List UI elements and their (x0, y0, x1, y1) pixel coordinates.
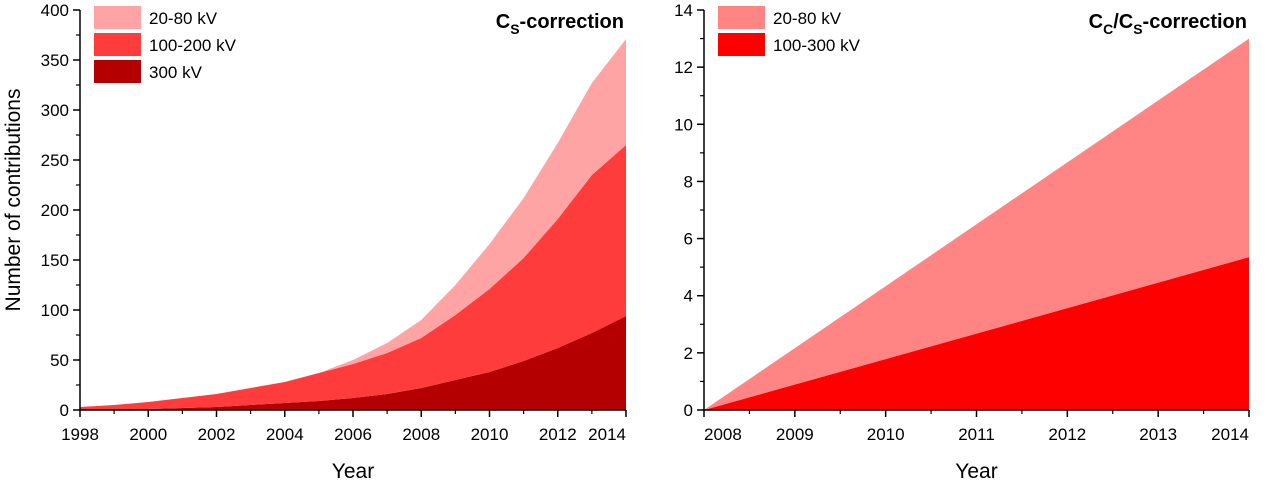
area-series-20-80-kv (80, 39, 626, 407)
legend-swatch (94, 33, 141, 56)
y-tick-label: 14 (674, 1, 693, 20)
x-axis-title: Year (955, 460, 997, 481)
legend-swatch (94, 6, 141, 29)
x-tick-label: 2013 (1139, 425, 1177, 444)
x-tick-label: 2010 (867, 425, 905, 444)
chart-title: CS-correction (496, 11, 624, 37)
y-tick-label: 6 (684, 230, 693, 249)
legend: 20-80 kV 100-200 kV 300 kV (94, 6, 237, 83)
x-tick-label: 2012 (539, 425, 577, 444)
x-tick-label: 2000 (129, 425, 167, 444)
x-tick-label: 2011 (958, 425, 995, 444)
y-tick-label: 400 (41, 1, 69, 20)
legend-label: 300 kV (149, 63, 203, 82)
x-tick-label: 2010 (471, 425, 509, 444)
y-tick-label: 200 (41, 201, 69, 220)
y-tick-label: 50 (50, 351, 69, 370)
legend-label: 100-200 kV (149, 36, 237, 55)
y-tick-label: 8 (684, 172, 693, 191)
legend: 20-80 kV 100-300 kV (718, 6, 861, 56)
y-tick-label: 12 (674, 58, 693, 77)
legend-swatch (94, 60, 141, 83)
area-series-100-200-kv (80, 145, 626, 410)
legend-label: 20-80 kV (149, 9, 218, 28)
area-series-300-kv (80, 316, 626, 410)
x-tick-label: 2008 (402, 425, 440, 444)
y-tick-label: 250 (41, 151, 69, 170)
y-tick-label: 100 (41, 301, 69, 320)
area-series-20-80-kv (704, 38, 1249, 410)
x-tick-label: 2014 (1211, 425, 1249, 444)
x-tick-label: 1998 (61, 425, 99, 444)
x-tick-label: 2009 (776, 425, 814, 444)
legend-label: 100-300 kV (773, 36, 861, 55)
x-axis-title: Year (332, 460, 374, 481)
x-tick-label: 2008 (704, 425, 742, 444)
chart-cc-cs-correction: 2008 2009 2010 2011 2012 2013 2014 0 2 4 6 8 10 12 14 Y… (674, 1, 1250, 483)
y-axis-title: Number of contributions (2, 89, 25, 312)
y-tick-label: 150 (41, 251, 69, 270)
legend-label: 20-80 kV (773, 9, 842, 28)
y-tick-label: 10 (674, 115, 693, 134)
y-tick-label: 0 (60, 401, 69, 420)
y-tick-label: 300 (41, 101, 69, 120)
chart-title: CC/CS-correction (1089, 11, 1247, 37)
legend-swatch (718, 33, 765, 56)
x-tick-label: 2012 (1048, 425, 1086, 444)
y-tick-label: 2 (684, 344, 693, 363)
legend-swatch (718, 6, 765, 29)
y-tick-label: 4 (684, 287, 693, 306)
x-tick-label: 2002 (198, 425, 236, 444)
x-tick-label: 2006 (334, 425, 372, 444)
chart-cs-correction: 1998 2000 2002 2004 2006 2008 2010 2012 2014 0 50 1… (2, 1, 627, 483)
x-tick-label: 2004 (266, 425, 304, 444)
y-tick-label: 350 (41, 51, 69, 70)
y-tick-label: 0 (684, 401, 693, 420)
x-tick-label: 2014 (588, 425, 626, 444)
